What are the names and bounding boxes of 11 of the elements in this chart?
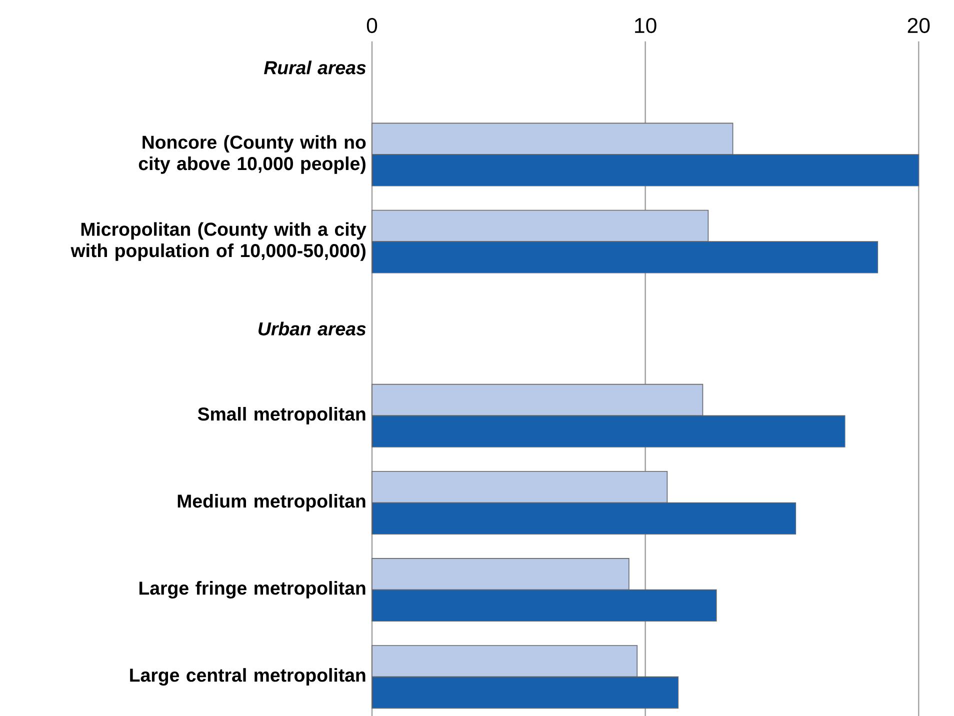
y-tick-label: Rural areas	[264, 60, 366, 74]
y-tick-label: Small metropolitan	[198, 406, 366, 424]
x-tick-label: 10	[635, 18, 656, 34]
y-tick-label: Noncore (County with no city above 10,000 people)	[138, 135, 366, 174]
y-tick-label: Medium metropolitan	[178, 494, 366, 512]
y-tick-label: Large fringe metropolitan	[139, 581, 366, 599]
y-tick-label: Large central metropolitan	[130, 668, 366, 686]
x-tick-label: 20	[908, 18, 930, 34]
y-tick-label: Urban areas	[258, 322, 366, 336]
x-tick-label: 0	[366, 18, 378, 34]
y-tick-label: Micropolitan (County with a city with population of 10,000-50,000)	[70, 222, 366, 261]
